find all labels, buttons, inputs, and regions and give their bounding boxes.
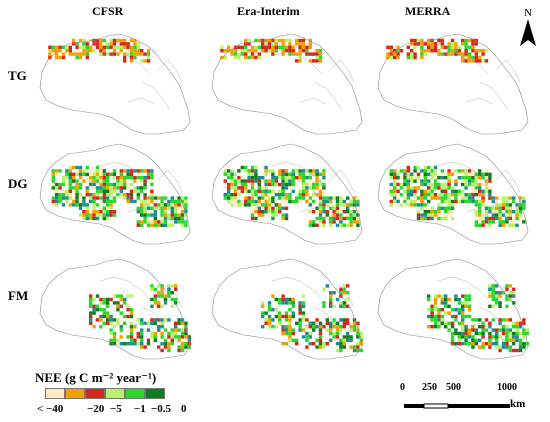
boundary-line	[157, 169, 183, 193]
boundary-line	[99, 51, 151, 75]
boundary-line	[127, 97, 155, 105]
boundary-line	[465, 322, 493, 330]
boundary-line	[313, 81, 343, 111]
boundary-line	[299, 322, 327, 330]
boundary-line	[495, 284, 521, 308]
col-title-merra: MERRA	[405, 4, 451, 18]
nee-grid-cells	[220, 38, 323, 63]
boundary-line	[141, 306, 171, 336]
boundary-line	[313, 306, 343, 336]
region-outline	[39, 258, 191, 360]
col-title-era-interim: Era-Interim	[237, 4, 300, 18]
legend-label-6: 0	[181, 403, 187, 415]
legend-label-1: < −40	[37, 403, 64, 415]
boundary-line	[329, 284, 355, 308]
nee-grid-cells	[51, 165, 188, 227]
boundary-line	[495, 169, 521, 193]
boundary-line	[157, 59, 183, 83]
map-panel-merra-dg	[374, 140, 534, 252]
legend-label-5: −0.5	[151, 403, 172, 415]
boundary-line	[479, 306, 509, 336]
nee-grid-cells	[389, 165, 526, 227]
north-label: N	[524, 7, 532, 19]
legend-swatch-1	[45, 388, 65, 399]
boundary-line	[299, 207, 327, 215]
map-panel-merra-tg	[374, 30, 534, 142]
boundary-line	[141, 191, 171, 221]
boundary-line	[479, 81, 509, 111]
region-outline	[39, 143, 191, 245]
boundary-line	[437, 276, 489, 300]
scale-unit: km	[510, 398, 526, 410]
scale-tick-0: 0	[400, 382, 405, 393]
region-outline	[377, 258, 529, 360]
row-label-fm: FM	[8, 288, 29, 303]
boundary-line	[437, 51, 489, 75]
boundary-line	[329, 59, 355, 83]
nee-grid-cells	[89, 284, 191, 353]
boundary-line	[465, 97, 493, 105]
scale-tick-1000: 1000	[497, 382, 517, 393]
map-panel-cfsr-tg	[36, 30, 196, 142]
region-outline	[211, 258, 363, 360]
region-outline	[211, 33, 363, 135]
scale-tick-250: 250	[422, 382, 437, 393]
map-panel-era-tg	[208, 30, 368, 142]
boundary-line	[313, 191, 343, 221]
boundary-line	[329, 169, 355, 193]
legend-swatch-5	[125, 388, 145, 399]
boundary-line	[465, 207, 493, 215]
boundary-line	[437, 161, 489, 185]
scale-tick-500: 500	[446, 382, 461, 393]
nee-grid-cells	[223, 165, 360, 227]
legend-swatches	[45, 388, 165, 399]
legend-title: NEE (g C m⁻² year⁻¹)	[35, 370, 157, 385]
region-outline	[377, 33, 529, 135]
map-panel-cfsr-dg	[36, 140, 196, 252]
legend-swatch-3	[85, 388, 105, 399]
nee-grid-cells	[386, 38, 489, 63]
row-label-dg: DG	[8, 176, 28, 191]
boundary-line	[495, 59, 521, 83]
boundary-line	[141, 81, 171, 111]
legend-swatch-6	[145, 388, 165, 399]
legend-label-3: −5	[110, 403, 122, 415]
legend-label-2: −20	[87, 403, 105, 415]
boundary-line	[479, 191, 509, 221]
nee-grid-cells	[48, 38, 151, 63]
boundary-line	[99, 161, 151, 185]
boundary-line	[157, 284, 183, 308]
map-panel-merra-fm	[374, 255, 534, 367]
map-panel-cfsr-fm	[36, 255, 196, 367]
boundary-line	[271, 51, 323, 75]
boundary-line	[99, 276, 151, 300]
row-label-tg: TG	[8, 68, 27, 83]
region-outline	[377, 143, 529, 245]
legend-swatch-4	[105, 388, 125, 399]
scale-bar	[404, 393, 527, 417]
north-arrow-icon: N	[514, 4, 542, 50]
boundary-line	[299, 97, 327, 105]
nee-grid-cells	[261, 284, 363, 353]
map-panel-era-dg	[208, 140, 368, 252]
map-panel-era-fm	[208, 255, 368, 367]
boundary-line	[271, 161, 323, 185]
boundary-line	[127, 207, 155, 215]
region-outline	[211, 143, 363, 245]
region-outline	[39, 33, 191, 135]
boundary-line	[271, 276, 323, 300]
legend-swatch-2	[65, 388, 85, 399]
boundary-line	[127, 322, 155, 330]
legend-label-4: −1	[134, 403, 146, 415]
col-title-cfsr: CFSR	[92, 4, 124, 18]
